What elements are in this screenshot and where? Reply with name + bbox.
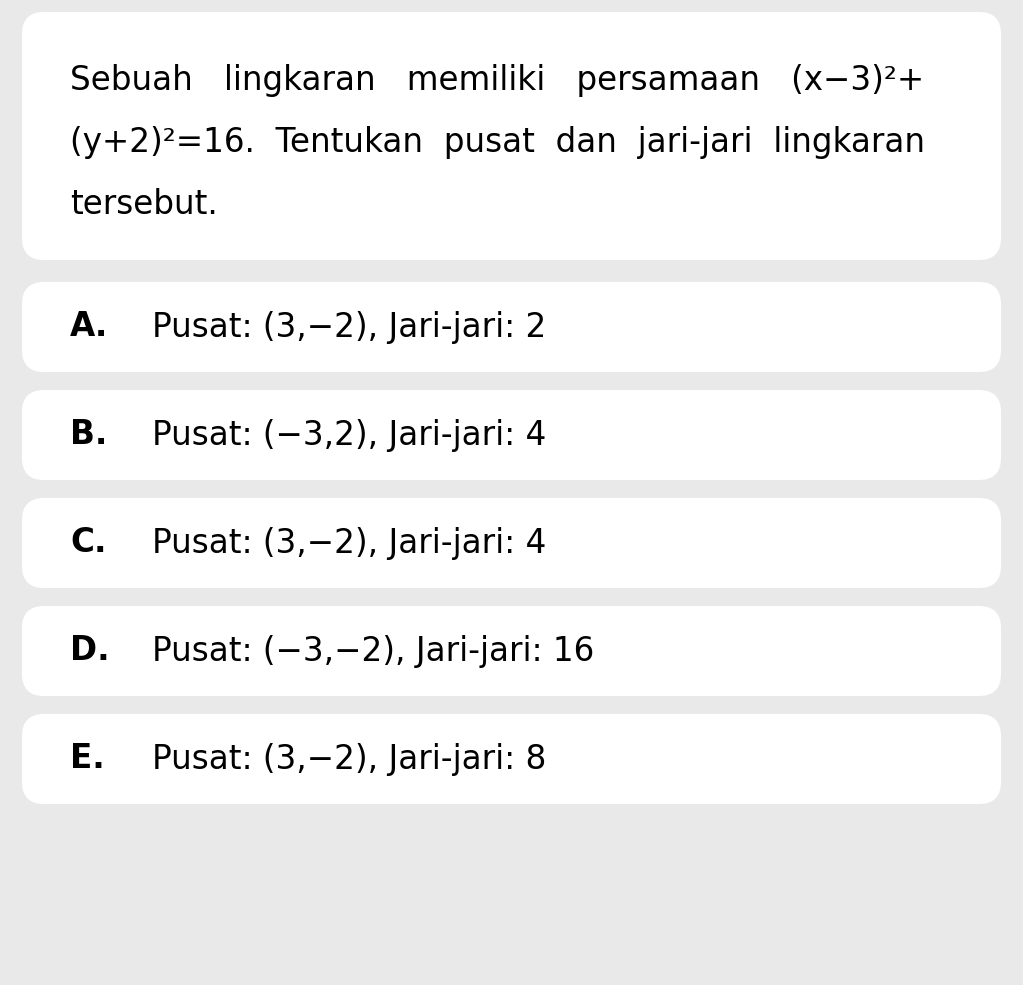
Text: Pusat: (3,−2), Jari-jari: 2: Pusat: (3,−2), Jari-jari: 2 [152, 310, 546, 344]
Text: C.: C. [70, 527, 106, 559]
FancyBboxPatch shape [23, 282, 1000, 372]
Text: Pusat: (−3,2), Jari-jari: 4: Pusat: (−3,2), Jari-jari: 4 [152, 419, 546, 451]
Text: Pusat: (3,−2), Jari-jari: 8: Pusat: (3,−2), Jari-jari: 8 [152, 743, 546, 775]
FancyBboxPatch shape [23, 12, 1000, 260]
Text: B.: B. [70, 419, 107, 451]
Text: tersebut.: tersebut. [70, 188, 218, 221]
Text: Sebuah   lingkaran   memiliki   persamaan   (x−3)²+: Sebuah lingkaran memiliki persamaan (x−3… [70, 64, 924, 97]
FancyBboxPatch shape [23, 606, 1000, 696]
Text: A.: A. [70, 310, 108, 344]
FancyBboxPatch shape [23, 498, 1000, 588]
Text: Pusat: (−3,−2), Jari-jari: 16: Pusat: (−3,−2), Jari-jari: 16 [152, 634, 594, 668]
Text: (y+2)²=16.  Tentukan  pusat  dan  jari-jari  lingkaran: (y+2)²=16. Tentukan pusat dan jari-jari … [70, 126, 925, 159]
FancyBboxPatch shape [23, 714, 1000, 804]
FancyBboxPatch shape [23, 390, 1000, 480]
Text: E.: E. [70, 743, 104, 775]
Text: D.: D. [70, 634, 109, 668]
Text: Pusat: (3,−2), Jari-jari: 4: Pusat: (3,−2), Jari-jari: 4 [152, 527, 546, 559]
